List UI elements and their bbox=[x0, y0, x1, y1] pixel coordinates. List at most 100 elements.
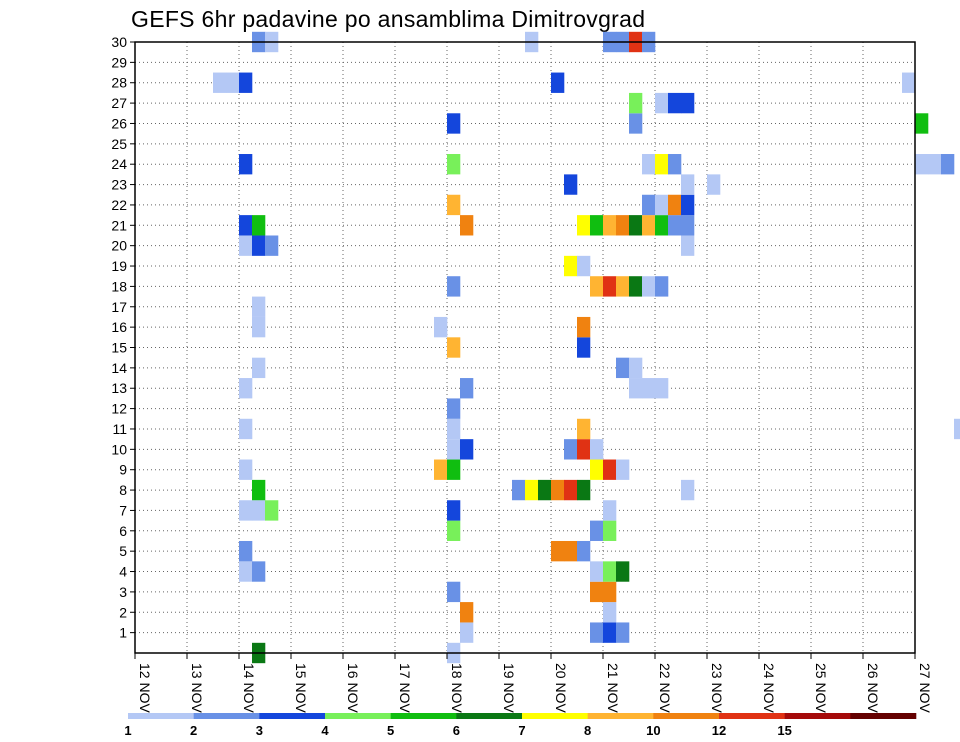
heatmap-cell bbox=[577, 215, 591, 236]
heatmap-cell bbox=[538, 479, 552, 501]
colorbar-label: 15 bbox=[777, 723, 791, 738]
heatmap-cell bbox=[915, 154, 929, 175]
heatmap-cell bbox=[226, 72, 240, 93]
heatmap-cell bbox=[512, 479, 526, 501]
y-tick-label: 13 bbox=[111, 380, 127, 396]
heatmap-cell bbox=[616, 561, 630, 582]
heatmap-cell bbox=[239, 72, 253, 93]
heatmap-cell bbox=[681, 235, 695, 256]
y-tick-label: 21 bbox=[111, 217, 127, 233]
heatmap-cell bbox=[629, 357, 643, 379]
heatmap-cell bbox=[603, 602, 617, 623]
heatmap-cell bbox=[603, 622, 617, 643]
heatmap-cell bbox=[577, 479, 591, 501]
colorbar-label: 3 bbox=[256, 723, 263, 738]
x-tick-label: 27 NOV bbox=[917, 663, 933, 713]
colorbar-swatch bbox=[850, 713, 917, 719]
x-tick-label: 16 NOV bbox=[345, 663, 361, 713]
heatmap-cell bbox=[590, 459, 604, 480]
colorbar-swatch bbox=[456, 713, 523, 719]
y-tick-label: 22 bbox=[111, 197, 127, 213]
heatmap-cell bbox=[954, 418, 960, 440]
heatmap-cell bbox=[447, 113, 461, 134]
heatmap-cell bbox=[603, 561, 617, 582]
heatmap-cell bbox=[460, 378, 474, 399]
heatmap-cell bbox=[668, 194, 682, 216]
x-tick-label: 15 NOV bbox=[293, 663, 309, 713]
x-tick-label: 18 NOV bbox=[449, 663, 465, 713]
heatmap-cell bbox=[239, 378, 253, 399]
heatmap-cell bbox=[252, 357, 266, 379]
heatmap-cell bbox=[707, 174, 721, 195]
heatmap-cell bbox=[668, 154, 682, 175]
heatmap-cell bbox=[447, 500, 461, 521]
x-tick-label: 22 NOV bbox=[657, 663, 673, 713]
heatmap-cell bbox=[239, 154, 253, 175]
colorbar-swatch bbox=[193, 713, 260, 719]
colorbar-swatch bbox=[128, 713, 194, 719]
heatmap-cell bbox=[551, 72, 565, 93]
heatmap-cell bbox=[447, 439, 461, 460]
y-tick-label: 8 bbox=[119, 482, 127, 498]
y-tick-label: 7 bbox=[119, 502, 127, 518]
x-tick-label: 25 NOV bbox=[813, 663, 829, 713]
heatmap-cell bbox=[642, 215, 656, 236]
heatmap-cell bbox=[590, 276, 604, 297]
y-tick-label: 2 bbox=[119, 604, 127, 620]
heatmap-cell bbox=[447, 418, 461, 440]
heatmap-cell bbox=[447, 276, 461, 297]
heatmap-cell bbox=[655, 378, 669, 399]
heatmap-cell bbox=[642, 378, 656, 399]
heatmap-cell bbox=[590, 215, 604, 236]
y-tick-label: 1 bbox=[119, 625, 127, 641]
heatmap-cell bbox=[642, 276, 656, 297]
y-tick-label: 27 bbox=[111, 95, 127, 111]
colorbar-label: 10 bbox=[646, 723, 660, 738]
heatmap-cell bbox=[265, 500, 279, 521]
x-tick-label: 17 NOV bbox=[397, 663, 413, 713]
heatmap-cell bbox=[447, 398, 461, 419]
heatmap-cell bbox=[577, 255, 591, 277]
colorbar-swatch bbox=[325, 713, 391, 719]
heatmap-cell bbox=[447, 154, 461, 175]
heatmap-cell bbox=[590, 622, 604, 643]
colorbar-label: 12 bbox=[712, 723, 726, 738]
heatmap-cell bbox=[668, 92, 682, 114]
colorbar-swatch bbox=[784, 713, 851, 719]
heatmap-cell bbox=[655, 276, 669, 297]
colorbar-label: 8 bbox=[584, 723, 591, 738]
y-tick-label: 28 bbox=[111, 75, 127, 91]
heatmap-cell bbox=[551, 479, 565, 501]
y-tick-label: 4 bbox=[119, 564, 127, 580]
heatmap-cell bbox=[577, 316, 591, 338]
y-tick-label: 14 bbox=[111, 360, 127, 376]
heatmap-cell bbox=[239, 561, 253, 582]
heatmap-cell bbox=[616, 357, 630, 379]
y-tick-label: 20 bbox=[111, 238, 127, 254]
heatmap-cell bbox=[252, 235, 266, 256]
heatmap-cell bbox=[603, 459, 617, 480]
y-tick-label: 3 bbox=[119, 584, 127, 600]
colorbar-swatch bbox=[719, 713, 785, 719]
colorbar-swatch bbox=[259, 713, 326, 719]
heatmap-cell bbox=[460, 602, 474, 623]
y-tick-label: 12 bbox=[111, 401, 127, 417]
x-tick-label: 12 NOV bbox=[137, 663, 153, 713]
heatmap-cell bbox=[447, 337, 461, 358]
x-tick-label: 20 NOV bbox=[553, 663, 569, 713]
heatmap-cell bbox=[681, 215, 695, 236]
colorbar-label: 4 bbox=[321, 723, 329, 738]
heatmap-cell bbox=[239, 459, 253, 480]
y-tick-label: 11 bbox=[112, 421, 127, 437]
x-tick-label: 24 NOV bbox=[761, 663, 777, 713]
heatmap-cell bbox=[629, 215, 643, 236]
colorbar-swatch bbox=[390, 713, 457, 719]
colorbar-swatch bbox=[587, 713, 654, 719]
colorbar-label: 5 bbox=[387, 723, 394, 738]
heatmap-cell bbox=[239, 235, 253, 256]
heatmap-cell bbox=[603, 215, 617, 236]
heatmap-cell bbox=[928, 154, 942, 175]
y-tick-label: 6 bbox=[119, 523, 127, 539]
heatmap-cell bbox=[603, 500, 617, 521]
